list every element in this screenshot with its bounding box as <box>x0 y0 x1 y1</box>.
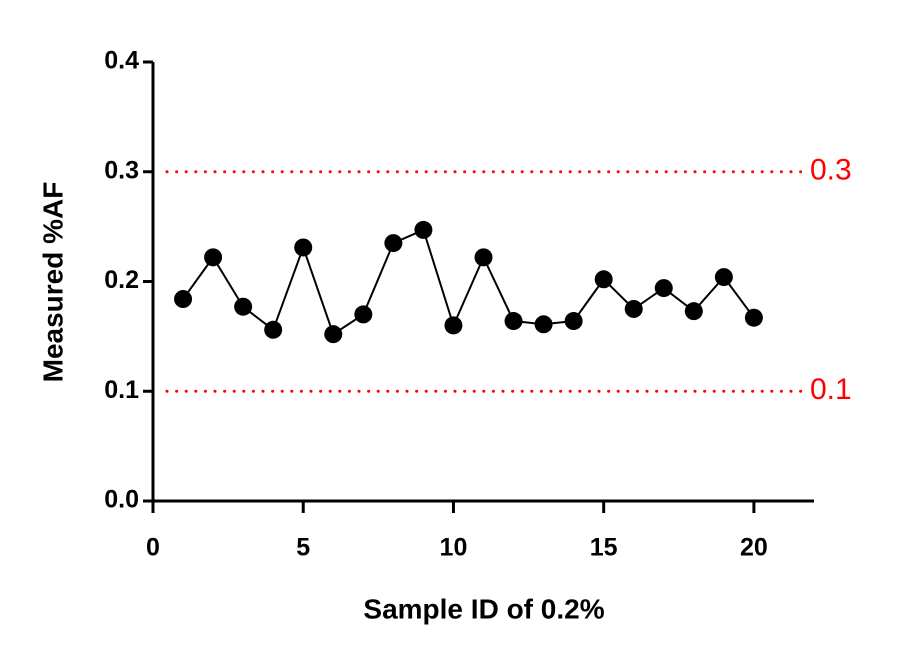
data-point <box>624 299 643 318</box>
data-point <box>534 315 553 334</box>
data-point <box>594 270 613 289</box>
y-tick-label: 0.1 <box>104 376 139 404</box>
data-point <box>654 279 673 298</box>
data-point <box>714 268 733 287</box>
data-point <box>384 234 403 253</box>
data-point <box>234 297 253 316</box>
data-point <box>744 308 763 327</box>
y-tick-label: 0.0 <box>104 486 139 514</box>
reference-label: 0.3 <box>810 154 852 187</box>
y-tick-label: 0.3 <box>104 156 139 184</box>
y-tick-label: 0.4 <box>104 47 139 75</box>
data-point <box>324 325 343 344</box>
x-tick-label: 5 <box>296 534 310 562</box>
reference-label: 0.1 <box>810 373 852 406</box>
data-point <box>504 312 523 331</box>
data-point <box>564 312 583 331</box>
data-point <box>444 316 463 335</box>
x-tick-label: 20 <box>740 534 768 562</box>
data-point <box>684 302 703 321</box>
x-tick-label: 15 <box>590 534 618 562</box>
y-axis-title: Measured %AF <box>37 182 68 383</box>
x-tick-label: 0 <box>146 534 160 562</box>
data-point <box>414 220 433 239</box>
x-axis-title: Sample ID of 0.2% <box>363 593 604 624</box>
y-tick-label: 0.2 <box>104 266 139 294</box>
data-point <box>474 248 493 267</box>
data-point <box>354 305 373 324</box>
data-point <box>294 238 313 257</box>
data-point <box>204 248 223 267</box>
data-point <box>264 320 283 339</box>
x-tick-label: 10 <box>440 534 468 562</box>
data-point <box>174 290 193 309</box>
